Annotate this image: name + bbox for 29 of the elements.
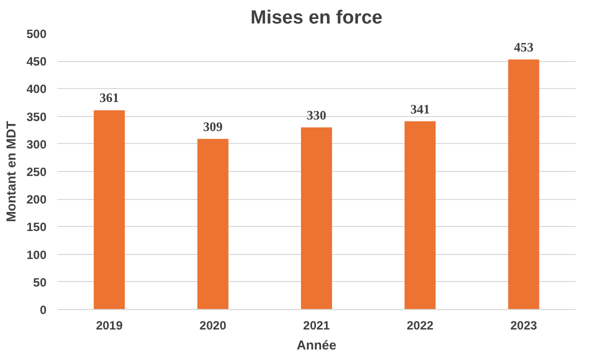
y-tick-label: 200 — [26, 192, 47, 207]
x-tick-label: 2022 — [406, 318, 434, 332]
data-label: 361 — [100, 90, 120, 106]
y-tick-label: 400 — [26, 82, 47, 96]
bar — [300, 127, 332, 310]
y-tick-label: 500 — [26, 27, 47, 41]
data-label: 453 — [514, 39, 534, 54]
bar — [197, 138, 228, 310]
x-tick-label: 2020 — [200, 318, 227, 332]
x-tick-label: 2019 — [96, 318, 123, 332]
y-tick-label: 0 — [40, 303, 47, 317]
bar — [404, 121, 436, 310]
y-tick-label: 300 — [26, 137, 47, 152]
y-tick-label: 350 — [26, 110, 47, 124]
bar — [508, 59, 540, 310]
y-tick-label: 150 — [26, 220, 47, 234]
y-axis-title: Montant en MDT — [3, 120, 18, 222]
data-label: 341 — [410, 101, 430, 116]
y-tick-label: 450 — [26, 54, 47, 69]
x-tick-label: 2023 — [510, 318, 538, 332]
y-tick-label: 250 — [26, 165, 47, 179]
data-label: 309 — [203, 118, 224, 134]
chart-title: Mises en force — [250, 8, 382, 28]
y-tick-label: 100 — [26, 248, 47, 262]
bar — [94, 110, 125, 310]
data-label: 330 — [306, 107, 326, 122]
x-tick-label: 2021 — [303, 318, 330, 332]
x-axis-title: Année — [296, 338, 336, 352]
y-tick-label: 50 — [33, 275, 47, 290]
